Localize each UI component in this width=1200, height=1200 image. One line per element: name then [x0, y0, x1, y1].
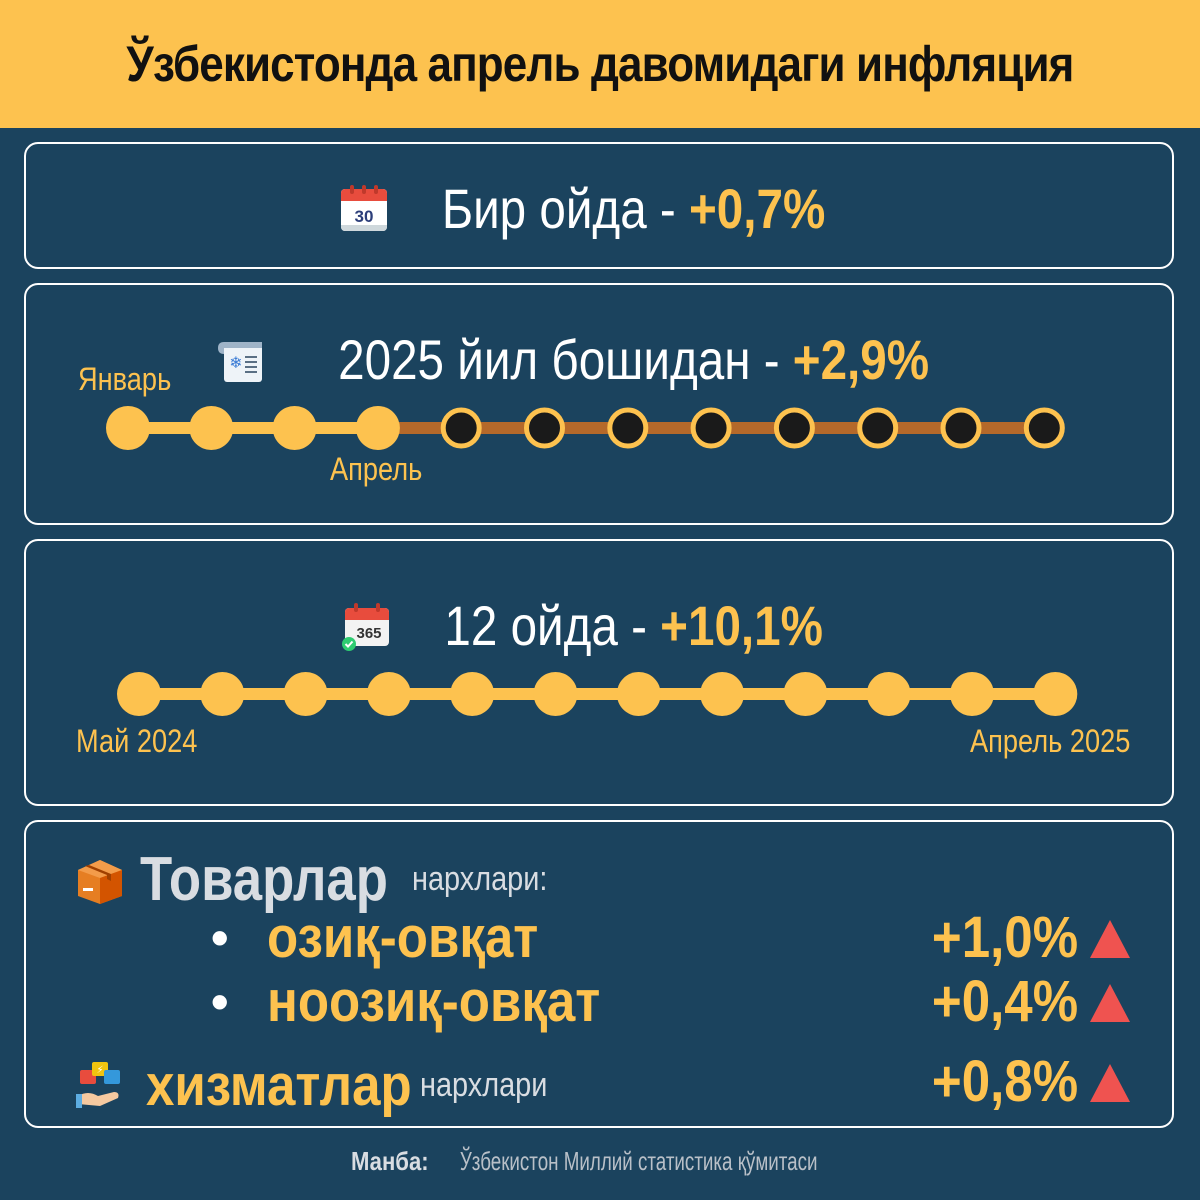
timeline-month-dot-filled — [616, 672, 661, 716]
timeline-month-dot-filled — [950, 672, 994, 716]
yearly-start-label: Май 2024 — [76, 723, 198, 759]
services-value-text: +0,8% — [931, 1049, 1078, 1114]
services-value: +0,8% — [912, 1048, 1132, 1115]
monthly-label: Бир ойда - — [442, 177, 690, 240]
bullet: • — [211, 909, 229, 966]
timeline-month-dot-future — [940, 407, 982, 449]
timeline-month-dot-filled — [783, 672, 828, 716]
timeline-month-dot-filled — [355, 406, 400, 450]
trend-up-icon — [1090, 919, 1130, 958]
bullet: • — [211, 973, 229, 1030]
timeline-month-dot-filled — [200, 672, 245, 716]
goods-subtitle: нархлари: — [411, 860, 548, 898]
header-bar: Ўзбекистонда апрель давомидаги инфляция — [0, 0, 1200, 128]
box-icon — [78, 859, 122, 904]
goods-item-nonfood-value: +0,4% — [912, 968, 1132, 1035]
ytd-value: +2,9% — [793, 328, 930, 391]
calendar-sheet-icon: ❄ — [218, 341, 263, 382]
svg-text:❄: ❄ — [230, 353, 243, 372]
monthly-value: +0,7% — [689, 177, 826, 240]
timeline-month-dot-future — [440, 407, 482, 449]
page-title: Ўзбекистонда апрель давомидаги инфляция — [126, 36, 1075, 92]
calendar-365-text: 365 — [357, 625, 382, 642]
timeline-month-dot-filled — [106, 406, 150, 450]
timeline-month-dot-filled — [283, 672, 328, 716]
timeline-month-dot-filled — [189, 406, 234, 450]
timeline-month-dot-filled — [366, 672, 411, 716]
timeline-month-dot-filled — [272, 406, 317, 450]
ytd-label: 2025 йил бошидан - — [338, 328, 794, 391]
timeline-month-dot-filled — [533, 672, 578, 716]
monthly-stat: 30 Бир ойда - +0,7% — [26, 176, 1172, 241]
yearly-label: 12 ойда - — [444, 594, 661, 657]
yearly-end-label: Апрель 2025 — [970, 723, 1131, 759]
calendar-day-text: 30 — [355, 207, 374, 226]
timeline-month-dot-future — [690, 407, 732, 449]
services-icon: ⚡ — [76, 1061, 120, 1108]
timeline-month-dot-future — [857, 407, 899, 449]
calendar-30-icon: 30 — [341, 184, 388, 231]
source-text: Ўзбекистон Миллий статистика қўмитаси — [460, 1146, 818, 1176]
trend-up-icon — [1090, 983, 1130, 1022]
goods-item-label: ноозиқ-овқат — [266, 969, 600, 1034]
timeline-month-dot-filled — [450, 672, 495, 716]
goods-item-value: +0,4% — [931, 969, 1078, 1034]
ytd-end-label: Апрель — [330, 451, 423, 487]
ytd-start-label: Январь — [78, 361, 172, 397]
timeline-month-dot-filled — [1033, 672, 1078, 716]
goods-heading: Товарлар нархлари: — [74, 844, 571, 915]
timeline-month-dot-future — [524, 407, 565, 449]
services-subtitle: нархлари — [419, 1066, 548, 1104]
yearly-timeline — [117, 672, 1078, 716]
timeline-month-dot-future — [1023, 407, 1065, 449]
trend-up-icon — [1090, 1063, 1130, 1102]
ytd-timeline — [106, 406, 1065, 450]
goods-item-nonfood: • ноозиқ-овқат — [211, 968, 645, 1035]
ytd-stat: ❄ 2025 йил бошидан - +2,9% — [26, 327, 1172, 392]
timeline-month-dot-filled — [866, 672, 911, 716]
goods-title: Товарлар — [140, 845, 388, 914]
source-label: Манба: — [350, 1146, 429, 1176]
timeline-month-dot-future — [607, 407, 649, 449]
timeline-month-dot-filled — [117, 672, 161, 716]
prices-panel: Товарлар нархлари: • озиқ-овқат +1,0% • … — [24, 820, 1174, 1128]
timeline-month-dot-future — [773, 407, 815, 449]
monthly-panel: 30 Бир ойда - +0,7% — [24, 142, 1174, 269]
goods-item-label: озиқ-овқат — [266, 905, 538, 970]
services-title: хизматлар — [146, 1053, 412, 1118]
goods-item-food: • озиқ-овқат — [211, 904, 575, 971]
yearly-panel: 365 12 ойда - +10,1% Май 2024 Апрель 202… — [24, 539, 1174, 806]
svg-text:⚡: ⚡ — [96, 1065, 103, 1076]
calendar-365-icon: 365 — [342, 602, 390, 651]
services-heading: ⚡ хизматлар нархлари — [74, 1052, 570, 1119]
timeline-month-dot-filled — [700, 672, 745, 716]
yearly-value: +10,1% — [660, 594, 824, 657]
yearly-stat: 365 12 ойда - +10,1% — [26, 593, 1172, 658]
goods-item-food-value: +1,0% — [912, 904, 1132, 971]
ytd-panel: ❄ 2025 йил бошидан - +2,9% Январь Апрель — [24, 283, 1174, 525]
goods-item-value: +1,0% — [931, 905, 1078, 970]
source-note: Манба: Ўзбекистон Миллий статистика қўми… — [0, 1146, 1200, 1177]
